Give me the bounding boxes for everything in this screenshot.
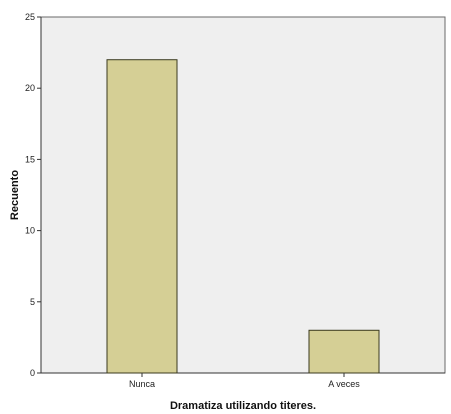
bar-a-veces bbox=[308, 329, 380, 374]
plot-area bbox=[40, 16, 446, 374]
y-tick-label: 20 bbox=[25, 83, 35, 93]
y-axis-ticks: 0 5 10 15 20 25 bbox=[25, 12, 41, 378]
y-tick-label: 5 bbox=[30, 297, 35, 307]
y-tick-label: 10 bbox=[25, 226, 35, 236]
y-tick-label: 0 bbox=[30, 368, 35, 378]
bar-nunca bbox=[106, 59, 178, 374]
x-axis-ticks: Nunca A veces bbox=[129, 373, 360, 389]
x-axis-title: Dramatiza utilizando titeres. bbox=[170, 400, 316, 412]
bars bbox=[106, 59, 380, 374]
y-axis-title: Recuento bbox=[9, 170, 21, 220]
x-tick-label: Nunca bbox=[129, 379, 155, 389]
x-tick-label: A veces bbox=[328, 379, 360, 389]
y-tick-label: 15 bbox=[25, 154, 35, 164]
y-tick-label: 25 bbox=[25, 12, 35, 22]
